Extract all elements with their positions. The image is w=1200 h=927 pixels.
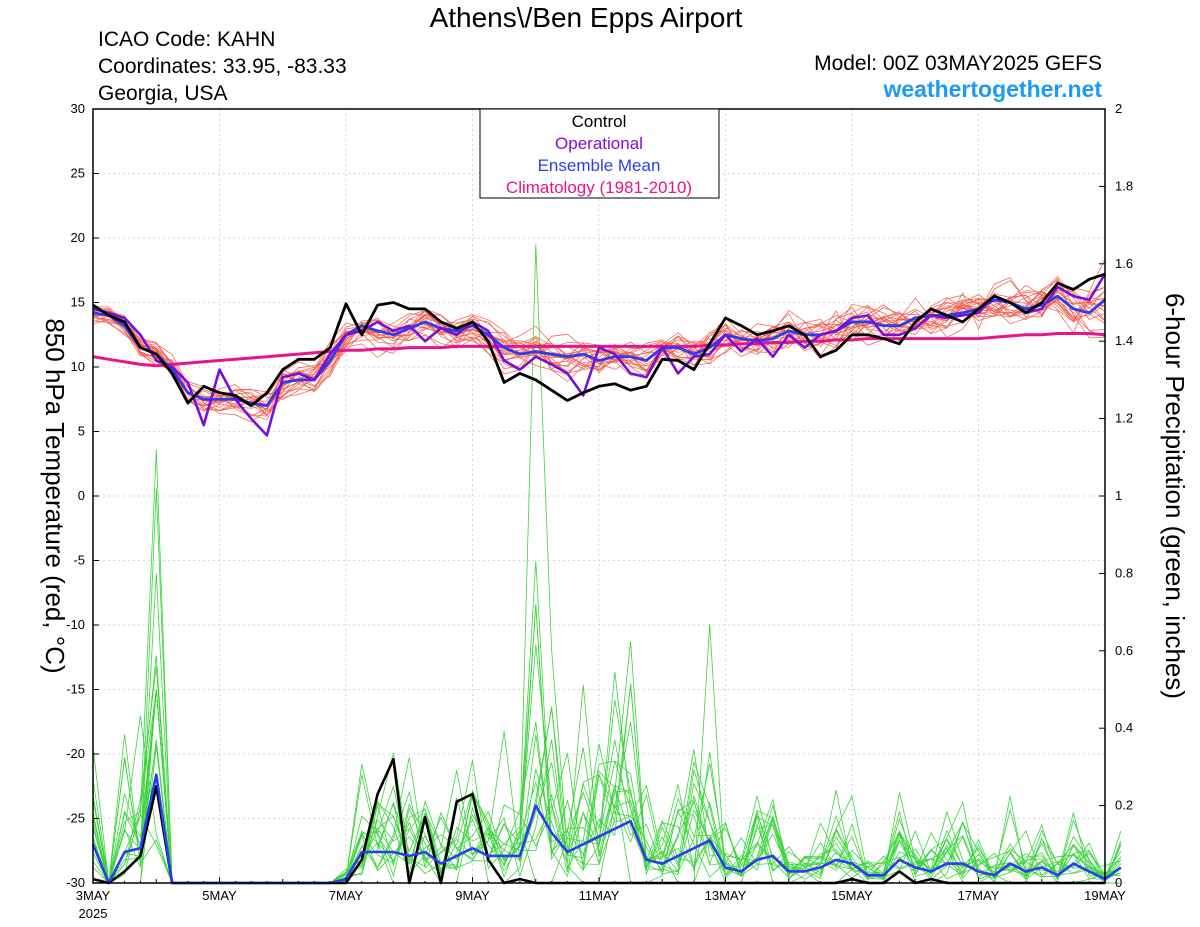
y-tick-label: 20 (71, 230, 85, 245)
precip-member-line (92, 244, 1122, 884)
y-tick-label: -5 (73, 553, 85, 568)
y2-tick-label: 0.6 (1115, 643, 1133, 658)
x-tick-label: 11MAY (579, 888, 620, 903)
x-tick-label: 9MAY (455, 888, 490, 903)
y-axis-title: 850 hPa Temperature (red, °C) (40, 318, 70, 673)
x-tick-label: 17MAY (958, 888, 1000, 903)
legend-entry: Control (572, 112, 627, 131)
y-tick-label: 30 (71, 101, 85, 116)
y2-tick-label: 0.4 (1115, 720, 1133, 735)
legend-entry: Climatology (1981-2010) (506, 178, 692, 197)
precip-member-lines (92, 244, 1122, 885)
y2-tick-label: 1.2 (1115, 411, 1133, 426)
x-tick-label: 3MAY (76, 888, 111, 903)
y2-axis-title: 6-hour Precipitation (green, inches) (1160, 293, 1190, 699)
model-run: Model: 00Z 03MAY2025 GEFS (814, 52, 1102, 75)
y2-tick-label: 1.6 (1115, 256, 1133, 271)
y2-tick-label: 0.8 (1115, 565, 1133, 580)
grid-lines (92, 108, 1106, 884)
y-tick-label: -15 (66, 682, 85, 697)
x-tick-label: 15MAY (831, 888, 873, 903)
icao-code: ICAO Code: KAHN (98, 28, 276, 51)
chart-title: Athens\/Ben Epps Airport (429, 2, 743, 33)
temp-member-line (92, 292, 1106, 407)
x-sublabel: 2025 (79, 906, 108, 921)
legend-box (479, 108, 720, 199)
y2-tick-label: 0 (1115, 875, 1122, 890)
y-tick-label: -25 (66, 811, 85, 826)
legend-entry: Operational (555, 134, 643, 153)
temp-control-line (92, 272, 1106, 408)
y-tick-label: 15 (71, 295, 85, 310)
y2-tick-label: 0.2 (1115, 798, 1133, 813)
y2-tick-label: 1.4 (1115, 333, 1133, 348)
region: Georgia, USA (98, 82, 228, 105)
precip-member-line (93, 707, 1121, 884)
y2-tick-label: 2 (1115, 101, 1122, 116)
x-tick-label: 5MAY (202, 888, 237, 903)
x-tick-label: 13MAY (705, 888, 747, 903)
y-tick-label: -30 (66, 875, 85, 890)
precip-member-line (92, 706, 1122, 885)
legend-entry: Ensemble Mean (538, 156, 661, 175)
axis-ticks: 302520151050-5-10-15-20-25-3021.81.61.41… (66, 101, 1133, 921)
x-tick-label: 19MAY (1084, 888, 1126, 903)
coordinates: Coordinates: 33.95, -83.33 (98, 55, 347, 78)
y-tick-label: -10 (66, 617, 85, 632)
y-tick-label: 5 (78, 424, 85, 439)
y-tick-label: 25 (71, 166, 85, 181)
site-link[interactable]: weathertogether.net (883, 76, 1102, 102)
y2-tick-label: 1 (1115, 488, 1122, 503)
y2-tick-label: 1.8 (1115, 178, 1133, 193)
y-tick-label: -20 (66, 746, 85, 761)
temp-member-line (92, 278, 1106, 410)
y-tick-label: 0 (78, 488, 85, 503)
x-tick-label: 7MAY (329, 888, 364, 903)
temp-member-line (92, 293, 1106, 421)
precip-member-line (92, 573, 1122, 885)
operational-line (92, 273, 1107, 437)
legend: Control Operational Ensemble Mean Climatolo… (479, 108, 720, 199)
y-tick-label: 10 (71, 359, 85, 374)
